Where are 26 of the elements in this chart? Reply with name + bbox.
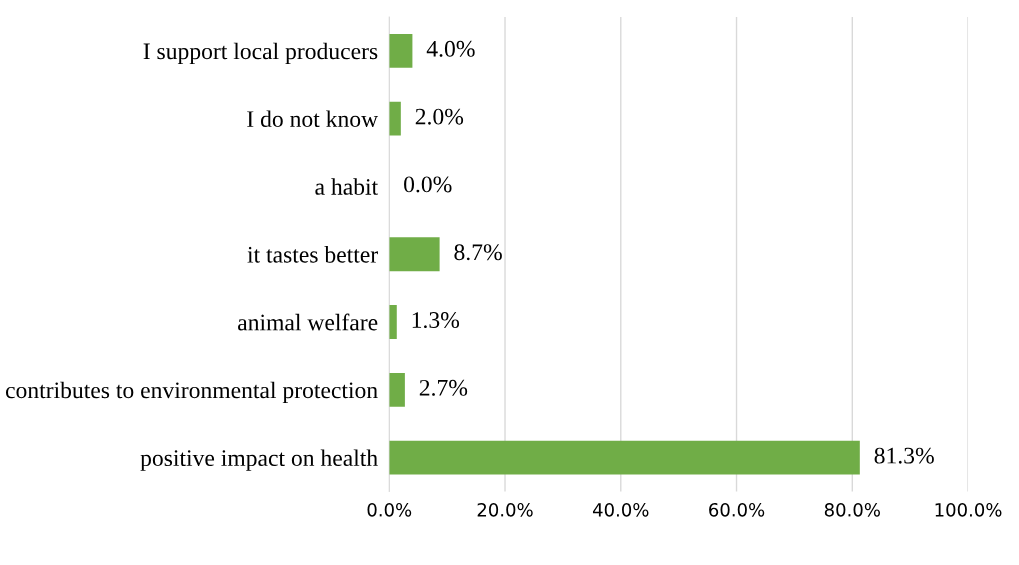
data-label: 2.0% [415, 108, 464, 125]
y-tick-label: a habit [315, 178, 379, 195]
x-tick-label: 20.0% [477, 502, 533, 517]
bar [389, 237, 440, 272]
bar [389, 33, 413, 68]
data-label: 0.0% [404, 176, 452, 193]
x-tick-label: 0.0% [367, 502, 412, 517]
y-tick-label: I do not know [247, 110, 379, 128]
y-tick-label: contributes to environmental protection [5, 381, 378, 404]
x-tick-label: 60.0% [709, 502, 765, 517]
bar [389, 101, 401, 136]
y-tick-label: I support local producers [143, 42, 378, 65]
data-label: 2.7% [419, 379, 468, 396]
x-tick-label: 80.0% [824, 502, 880, 517]
x-tick-label: 100.0% [935, 502, 1002, 517]
data-label: 4.0% [426, 40, 475, 57]
y-tick-label: it tastes better [247, 246, 378, 263]
data-label: 1.3% [412, 312, 460, 329]
bar [389, 372, 405, 407]
x-tick-label: 40.0% [592, 502, 649, 517]
bar [389, 305, 397, 339]
y-tick-label: animal welfare [238, 313, 378, 331]
bar [389, 440, 860, 475]
data-label: 8.7% [454, 244, 502, 261]
y-tick-label: positive impact on health [140, 449, 378, 471]
data-label: 81.3% [874, 447, 934, 464]
